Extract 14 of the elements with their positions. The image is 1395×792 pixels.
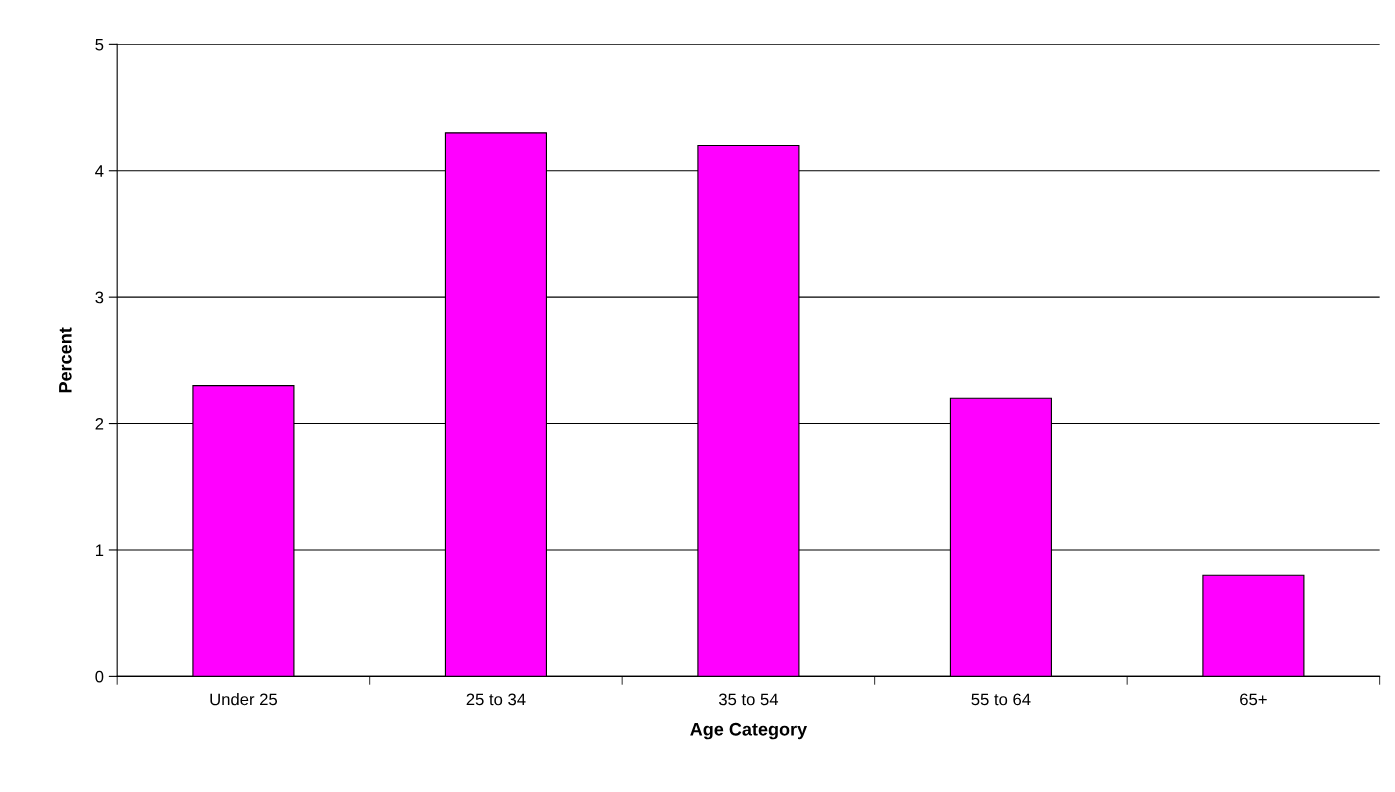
- x-tick-label: 55 to 64: [971, 693, 1031, 706]
- bar: [1202, 574, 1305, 677]
- x-axis-title: Age Category: [690, 722, 808, 740]
- y-tick-label: 4: [95, 165, 104, 177]
- x-tick-label: 65+: [1240, 693, 1267, 706]
- x-tick-label: 35 to 54: [718, 693, 779, 706]
- y-tick-label: 5: [95, 38, 104, 51]
- y-tick-label: 3: [95, 291, 104, 304]
- y-tick-label: 1: [95, 544, 104, 556]
- y-tick-label: 2: [95, 417, 104, 430]
- x-tick-label: Under 25: [210, 693, 278, 706]
- y-tick-label: 0: [95, 670, 104, 683]
- x-tick-label: 25 to 34: [466, 693, 526, 706]
- y-axis-title: Percent: [59, 327, 72, 393]
